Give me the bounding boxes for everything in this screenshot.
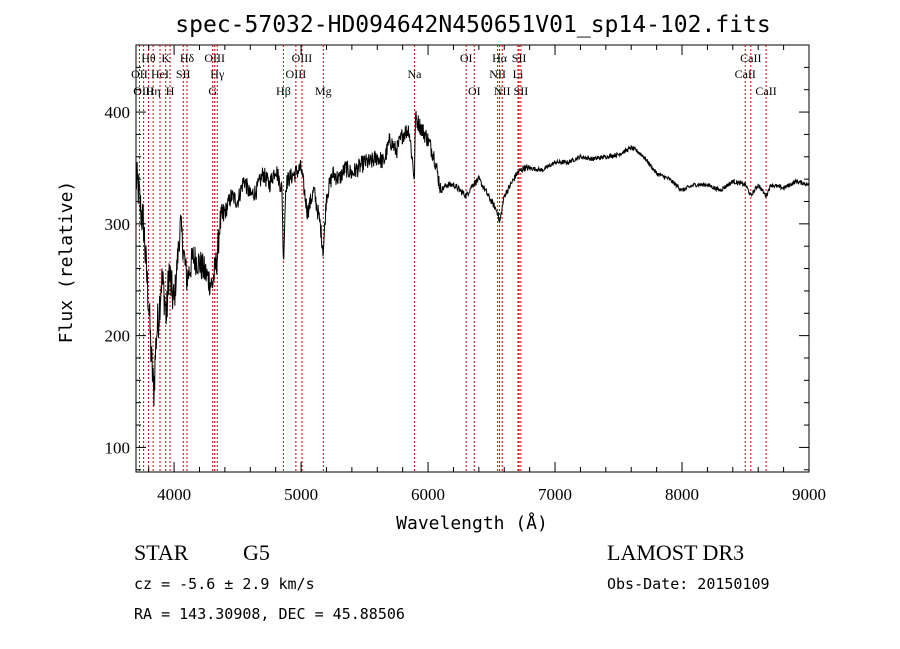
line-label: H <box>166 84 175 98</box>
line-label: Hη <box>146 84 161 98</box>
object-subclass: G5 <box>243 540 270 565</box>
line-label: OIII <box>286 67 307 81</box>
line-label: OIII <box>292 51 313 65</box>
line-label: G <box>208 84 217 98</box>
line-label: Hβ <box>276 84 291 98</box>
x-tick-label: 9000 <box>792 485 826 504</box>
line-label: Mg <box>315 84 332 98</box>
y-tick-label: 200 <box>105 327 131 346</box>
line-label: OIII <box>204 51 225 65</box>
plot-frame <box>135 44 810 473</box>
line-label: NII <box>489 67 506 81</box>
line-label: OI <box>468 84 481 98</box>
x-tick-label: 6000 <box>411 485 445 504</box>
object-class: STAR <box>134 540 189 565</box>
spectrum-line <box>135 110 810 407</box>
y-tick-label: 100 <box>105 438 131 457</box>
line-label: OIII <box>133 84 154 98</box>
spectral-line-markers <box>138 45 767 472</box>
y-tick-label: 400 <box>105 103 131 122</box>
line-label: SII <box>176 67 191 81</box>
line-label: K <box>161 51 170 65</box>
line-label: Hγ <box>210 67 225 81</box>
x-tick-label: 7000 <box>538 485 572 504</box>
line-label: CaII <box>755 84 776 98</box>
survey-name: LAMOST DR3 <box>607 540 744 565</box>
chart-title: spec-57032-HD094642N450651V01_sp14-102.f… <box>175 12 770 38</box>
line-label: Li <box>513 67 524 81</box>
line-label: Hθ <box>141 51 156 65</box>
line-label: HeI <box>151 67 169 81</box>
y-tick-label: 300 <box>105 215 131 234</box>
y-axis-label: Flux (relative) <box>56 181 77 344</box>
x-tick-label: 5000 <box>284 485 318 504</box>
axis-ticks: 4000 5000 6000 7000 8000 9000 100 200 300 400 <box>105 44 826 504</box>
redshift-velocity: cz = -5.6 ± 2.9 km/s <box>134 575 315 593</box>
line-label: CaII <box>735 67 756 81</box>
line-label: SII <box>514 84 529 98</box>
line-label: Hδ <box>180 51 195 65</box>
line-label: Na <box>407 67 422 81</box>
line-label: SII <box>512 51 527 65</box>
x-tick-label: 4000 <box>157 485 191 504</box>
line-label: Hα <box>492 51 508 65</box>
line-label: CaII <box>740 51 761 65</box>
line-label: OII <box>131 67 148 81</box>
line-label: NII <box>494 84 511 98</box>
coordinates: RA = 143.30908, DEC = 45.88506 <box>134 605 405 623</box>
x-tick-label: 8000 <box>665 485 699 504</box>
observation-date: Obs-Date: 20150109 <box>607 575 770 593</box>
line-label: OI <box>460 51 473 65</box>
x-axis-label: Wavelength (Å) <box>396 512 548 534</box>
